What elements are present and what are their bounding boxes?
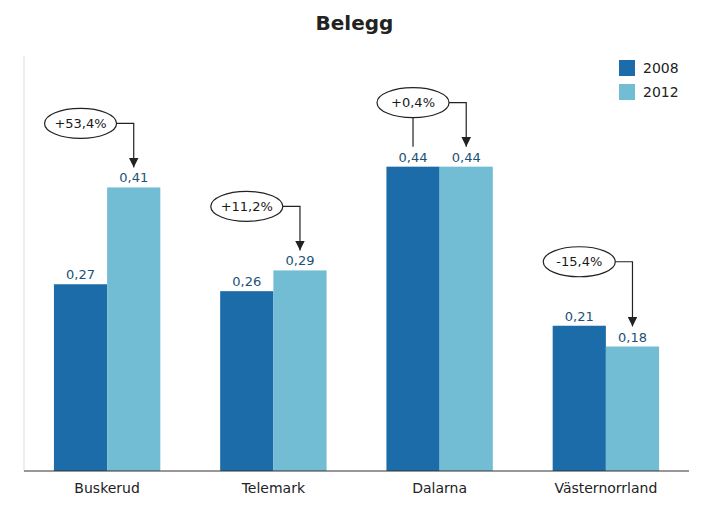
annotation-bubble — [211, 191, 283, 221]
data-label: 0,26 — [232, 274, 261, 289]
bars — [54, 167, 659, 471]
annotation-bubble — [45, 108, 117, 138]
x-tick-label: Telemark — [241, 480, 306, 496]
x-tick-label: Västernorrland — [554, 480, 657, 496]
data-label: 0,44 — [399, 150, 428, 165]
data-label: 0,29 — [285, 253, 314, 268]
annotation-bubble — [377, 88, 449, 118]
title: Belegg — [316, 11, 394, 35]
x-tick-label: Buskerud — [74, 480, 140, 496]
x-tick-label: Dalarna — [412, 480, 467, 496]
annotation: +53,4% — [54, 116, 106, 131]
bar — [273, 270, 326, 471]
annotation-arrow — [117, 123, 134, 167]
annotation: -15,4% — [556, 254, 602, 269]
legend-swatch — [619, 84, 635, 100]
annotation: +11,2% — [221, 199, 273, 214]
data-label: 0,18 — [618, 330, 647, 345]
annotation-bubble — [543, 247, 615, 277]
bar — [606, 347, 659, 472]
legend-label: 2012 — [643, 84, 679, 100]
data-label: 0,44 — [452, 150, 481, 165]
legend: 2008 2012 — [619, 60, 679, 100]
bar — [386, 167, 439, 471]
y-axis-line — [24, 56, 25, 471]
annotation-arrow — [449, 103, 466, 147]
data-label: 0,41 — [119, 170, 148, 185]
annotation: +0,4% — [391, 95, 435, 110]
bar — [107, 187, 160, 471]
bar — [220, 291, 273, 471]
data-label: 0,27 — [66, 267, 95, 282]
x-axis-line — [24, 471, 689, 472]
annotation-arrow — [615, 262, 632, 327]
bar — [54, 284, 107, 471]
bar — [440, 167, 493, 471]
annotation-arrow — [283, 206, 300, 250]
annotation-connector — [412, 118, 413, 147]
data-label: 0,21 — [565, 309, 594, 324]
bar — [553, 326, 606, 471]
legend-swatch — [619, 60, 635, 76]
chart: Belegg 0,27 0,26 0,44 0,21 0,41 0,29 0,44 0,18 Bu… — [0, 0, 709, 515]
legend-label: 2008 — [643, 60, 679, 76]
